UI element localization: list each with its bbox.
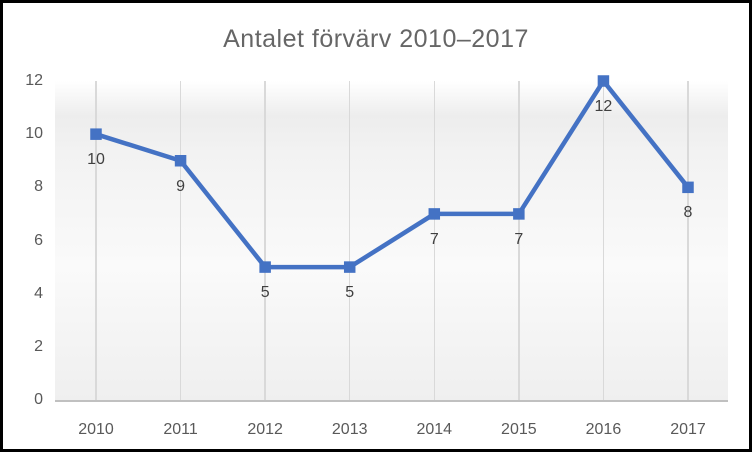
y-axis-tick-label: 12	[25, 72, 43, 89]
data-point-marker	[343, 261, 356, 273]
data-point-marker	[682, 181, 694, 194]
vertical-gridline	[95, 81, 97, 400]
vertical-gridline	[179, 81, 182, 400]
data-label: 5	[345, 284, 355, 302]
data-label: 7	[429, 230, 439, 248]
vertical-gridline	[687, 81, 689, 400]
x-axis-tick-label: 2013	[331, 421, 368, 438]
data-label: 5	[260, 284, 270, 302]
data-point-marker	[597, 75, 610, 87]
vertical-gridline	[264, 81, 266, 400]
data-point-marker	[259, 261, 271, 273]
x-axis-tick-label: 2016	[585, 421, 622, 438]
series-layer	[90, 75, 694, 273]
data-label: 8	[683, 204, 693, 222]
y-axis-tick-label: 8	[34, 178, 43, 196]
x-axis-tick-label: 2017	[670, 421, 706, 438]
data-label: 7	[514, 230, 524, 248]
x-axis-tick-label: 2010	[78, 421, 114, 438]
data-point-marker	[174, 155, 187, 167]
y-axis-tick-label: 0	[34, 391, 43, 408]
y-axis-tick-label: 4	[34, 284, 43, 302]
chart-title: Antalet förvärv 2010–2017	[223, 25, 529, 53]
vertical-gridline	[518, 81, 520, 400]
y-axis-tick-label: 2	[34, 337, 43, 355]
data-label: 10	[87, 151, 105, 169]
data-label: 9	[176, 177, 186, 195]
vertical-gridline	[348, 81, 351, 400]
data-point-marker	[90, 128, 102, 140]
vertical-gridline	[433, 81, 436, 400]
y-axis-tick-label: 6	[34, 231, 43, 249]
data-label: 12	[594, 98, 613, 115]
vertical-gridline	[602, 81, 605, 400]
x-axis-tick-label: 2011	[163, 421, 198, 438]
plot-area: 10 9 5 5 7 7 12 8	[55, 75, 728, 402]
data-point-marker	[513, 208, 525, 220]
x-axis-tick-label: 2014	[416, 421, 453, 438]
data-point-marker	[428, 208, 441, 220]
x-axis-tick-label: 2015	[501, 421, 537, 438]
x-axis-tick-label: 2012	[247, 421, 283, 438]
series-line	[93, 78, 691, 270]
y-axis-tick-label: 10	[25, 125, 43, 143]
